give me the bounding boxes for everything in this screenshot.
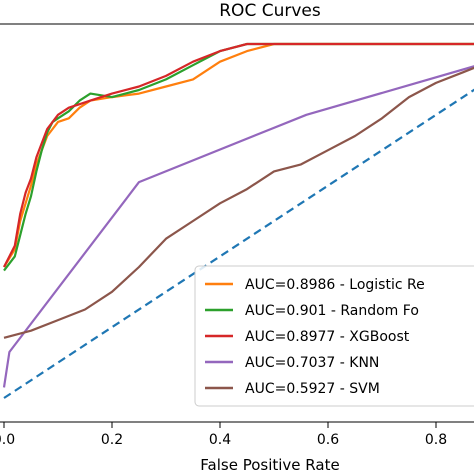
legend: AUC=0.8986 - Logistic Re AUC=0.901 - Rand… — [194, 265, 474, 407]
legend-entry-label: AUC=0.8977 - XGBoost — [245, 329, 410, 345]
chart-title: ROC Curves — [219, 1, 321, 21]
plot-area — [2, 42, 474, 399]
roc-series-line-3 — [2, 65, 474, 388]
roc-series-line-2 — [3, 42, 474, 268]
x-tick-label: 0.0 — [0, 432, 15, 448]
x-tick-label: 0.8 — [425, 432, 447, 448]
legend-entry-label: AUC=0.7037 - KNN — [245, 355, 379, 371]
legend-frame — [194, 265, 474, 407]
legend-entry-label: AUC=0.8986 - Logistic Re — [245, 277, 425, 293]
roc-series-line-0 — [3, 42, 474, 268]
x-tick-label: 0.2 — [101, 432, 123, 448]
legend-entry-label: AUC=0.901 - Random Fo — [245, 303, 419, 319]
x-tick-label: 0.6 — [317, 432, 339, 448]
roc-series-line-1 — [3, 42, 474, 272]
chance-line — [3, 88, 474, 399]
roc-series-line-4 — [3, 66, 474, 339]
x-axis-label: False Positive Rate — [200, 456, 339, 474]
x-tick-label: 0.4 — [209, 432, 231, 448]
x-ticks: 0.0 0.2 0.4 0.6 0.8 — [0, 422, 447, 448]
legend-entry-label: AUC=0.5927 - SVM — [245, 381, 380, 397]
